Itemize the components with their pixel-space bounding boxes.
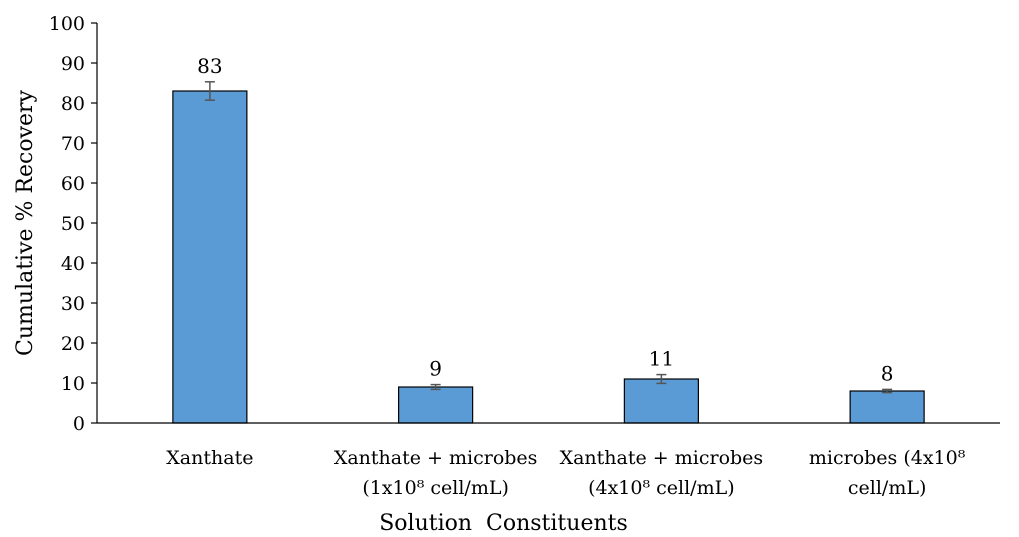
x-category-label: microbes (4x10⁸: [809, 447, 966, 469]
x-category-label: (4x10⁸ cell/mL): [588, 477, 735, 499]
error-bar: [656, 373, 667, 385]
y-tick-label: 60: [61, 173, 85, 195]
y-tick-label: 70: [61, 133, 85, 155]
bar: [849, 390, 925, 424]
bar: [172, 90, 248, 424]
y-tick-label: 90: [61, 53, 85, 75]
y-tick-label: 0: [73, 413, 85, 435]
y-tick-label: 30: [61, 293, 85, 315]
y-tick-label: 10: [61, 373, 85, 395]
data-label: 8: [881, 361, 894, 385]
x-category-label: Xanthate + microbes: [560, 447, 764, 469]
data-label: 11: [649, 347, 674, 371]
bar: [398, 386, 474, 424]
x-axis: Xanthate Xanthate + microbes (1x10⁸ cell/m…: [97, 422, 1000, 499]
error-bar: [204, 81, 215, 101]
x-category-label: Xanthate: [166, 447, 253, 469]
y-tick-label: 20: [61, 333, 85, 355]
error-bar: [882, 388, 893, 394]
y-axis: 0 10 20 30 40 50 60 70 80 90 100: [49, 13, 98, 435]
bar: [623, 378, 699, 424]
x-category-label: Xanthate + microbes: [334, 447, 538, 469]
error-bar: [430, 383, 441, 391]
y-tick-label: 50: [61, 213, 85, 235]
data-label: 83: [197, 54, 222, 78]
y-tick-label: 40: [61, 253, 85, 275]
bars: 83 9 11 8: [172, 54, 925, 424]
y-axis-title: Cumulative % Recovery: [13, 89, 38, 356]
x-category-label: cell/mL): [848, 477, 927, 499]
y-tick-label: 80: [61, 93, 85, 115]
y-tick-label: 100: [49, 13, 85, 35]
x-axis-title: Solution Constituents: [379, 511, 628, 536]
x-category-label: (1x10⁸ cell/mL): [362, 477, 509, 499]
data-label: 9: [429, 357, 442, 381]
